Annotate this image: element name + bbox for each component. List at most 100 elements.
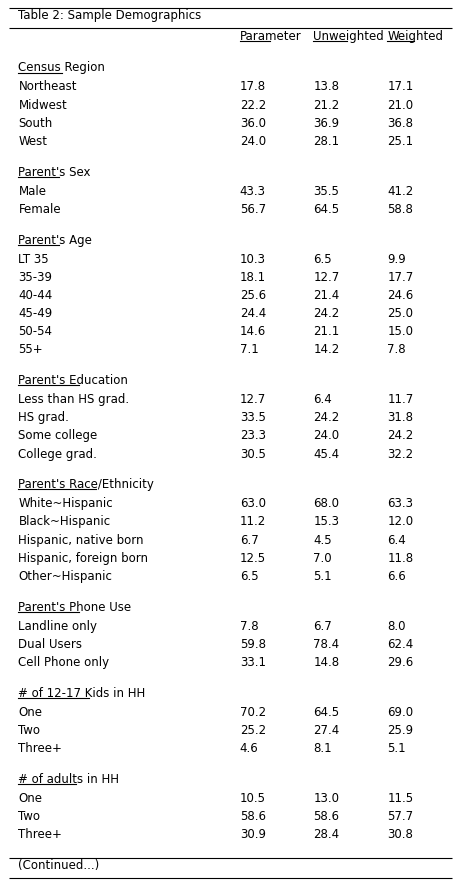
Text: 6.4: 6.4 [387, 533, 406, 547]
Text: 14.2: 14.2 [313, 343, 340, 356]
Text: 21.0: 21.0 [387, 98, 414, 112]
Text: Some college: Some college [18, 430, 98, 442]
Text: 58.6: 58.6 [240, 810, 266, 823]
Text: 8.1: 8.1 [313, 742, 332, 755]
Text: Three+: Three+ [18, 742, 62, 755]
Text: 59.8: 59.8 [240, 638, 266, 651]
Text: 12.5: 12.5 [240, 552, 266, 564]
Text: 62.4: 62.4 [387, 638, 414, 651]
Text: 33.5: 33.5 [240, 411, 266, 424]
Text: (Continued...): (Continued...) [18, 859, 100, 872]
Text: 28.4: 28.4 [313, 828, 340, 841]
Text: 14.6: 14.6 [240, 325, 266, 338]
Text: College grad.: College grad. [18, 447, 97, 461]
Text: HS grad.: HS grad. [18, 411, 69, 424]
Text: Parent's Phone Use: Parent's Phone Use [18, 601, 131, 613]
Text: 22.2: 22.2 [240, 98, 266, 112]
Text: Table 2: Sample Demographics: Table 2: Sample Demographics [18, 9, 202, 22]
Text: 15.0: 15.0 [387, 325, 413, 338]
Text: 58.8: 58.8 [387, 203, 413, 216]
Text: 69.0: 69.0 [387, 706, 414, 719]
Text: 24.2: 24.2 [387, 430, 414, 442]
Text: Female: Female [18, 203, 61, 216]
Text: 12.7: 12.7 [313, 271, 340, 284]
Text: 11.8: 11.8 [387, 552, 414, 564]
Text: Three+: Three+ [18, 828, 62, 841]
Text: 17.8: 17.8 [240, 81, 266, 93]
Text: 41.2: 41.2 [387, 184, 414, 198]
Text: Parent's Education: Parent's Education [18, 374, 128, 387]
Text: 9.9: 9.9 [387, 253, 406, 266]
Text: 7.8: 7.8 [240, 619, 258, 633]
Text: 21.2: 21.2 [313, 98, 340, 112]
Text: 11.5: 11.5 [387, 792, 414, 804]
Text: 25.6: 25.6 [240, 289, 266, 302]
Text: Black~Hispanic: Black~Hispanic [18, 516, 111, 528]
Text: Hispanic, foreign born: Hispanic, foreign born [18, 552, 148, 564]
Text: 64.5: 64.5 [313, 706, 340, 719]
Text: 6.5: 6.5 [313, 253, 332, 266]
Text: 5.1: 5.1 [313, 570, 332, 583]
Text: One: One [18, 706, 42, 719]
Text: 21.1: 21.1 [313, 325, 340, 338]
Text: 35.5: 35.5 [313, 184, 339, 198]
Text: # of 12-17 Kids in HH: # of 12-17 Kids in HH [18, 687, 146, 700]
Text: 33.1: 33.1 [240, 656, 266, 669]
Text: # of adults in HH: # of adults in HH [18, 773, 119, 786]
Text: 24.6: 24.6 [387, 289, 414, 302]
Text: 24.2: 24.2 [313, 411, 340, 424]
Text: West: West [18, 135, 47, 148]
Text: 14.8: 14.8 [313, 656, 340, 669]
Text: 7.8: 7.8 [387, 343, 406, 356]
Text: 30.5: 30.5 [240, 447, 266, 461]
Text: Other~Hispanic: Other~Hispanic [18, 570, 112, 583]
Text: 4.6: 4.6 [240, 742, 259, 755]
Text: 36.8: 36.8 [387, 117, 413, 129]
Text: 25.1: 25.1 [387, 135, 414, 148]
Text: 13.8: 13.8 [313, 81, 339, 93]
Text: Parent's Age: Parent's Age [18, 234, 92, 246]
Text: Northeast: Northeast [18, 81, 77, 93]
Text: 27.4: 27.4 [313, 724, 340, 737]
Text: 24.4: 24.4 [240, 307, 266, 320]
Text: 12.0: 12.0 [387, 516, 414, 528]
Text: Dual Users: Dual Users [18, 638, 83, 651]
Text: 6.4: 6.4 [313, 393, 332, 406]
Text: 25.0: 25.0 [387, 307, 413, 320]
Text: LT 35: LT 35 [18, 253, 49, 266]
Text: 40-44: 40-44 [18, 289, 53, 302]
Text: 7.1: 7.1 [240, 343, 259, 356]
Text: South: South [18, 117, 53, 129]
Text: 5.1: 5.1 [387, 742, 406, 755]
Text: 23.3: 23.3 [240, 430, 266, 442]
Text: 64.5: 64.5 [313, 203, 340, 216]
Text: 13.0: 13.0 [313, 792, 339, 804]
Text: 63.3: 63.3 [387, 497, 413, 510]
Text: 58.6: 58.6 [313, 810, 339, 823]
Text: Two: Two [18, 724, 41, 737]
Text: Parent's Sex: Parent's Sex [18, 166, 91, 179]
Text: 4.5: 4.5 [313, 533, 332, 547]
Text: 21.4: 21.4 [313, 289, 340, 302]
Text: 70.2: 70.2 [240, 706, 266, 719]
Text: Parameter: Parameter [240, 29, 301, 43]
Text: 10.5: 10.5 [240, 792, 266, 804]
Text: 17.1: 17.1 [387, 81, 414, 93]
Text: 6.6: 6.6 [387, 570, 406, 583]
Text: 6.7: 6.7 [313, 619, 332, 633]
Text: 8.0: 8.0 [387, 619, 406, 633]
Text: 15.3: 15.3 [313, 516, 339, 528]
Text: 24.0: 24.0 [240, 135, 266, 148]
Text: 45-49: 45-49 [18, 307, 53, 320]
Text: 57.7: 57.7 [387, 810, 414, 823]
Text: 55+: 55+ [18, 343, 43, 356]
Text: 28.1: 28.1 [313, 135, 340, 148]
Text: 36.0: 36.0 [240, 117, 266, 129]
Text: 78.4: 78.4 [313, 638, 340, 651]
Text: 36.9: 36.9 [313, 117, 340, 129]
Text: 30.8: 30.8 [387, 828, 413, 841]
Text: 43.3: 43.3 [240, 184, 266, 198]
Text: Landline only: Landline only [18, 619, 97, 633]
Text: Cell Phone only: Cell Phone only [18, 656, 110, 669]
Text: 6.5: 6.5 [240, 570, 258, 583]
